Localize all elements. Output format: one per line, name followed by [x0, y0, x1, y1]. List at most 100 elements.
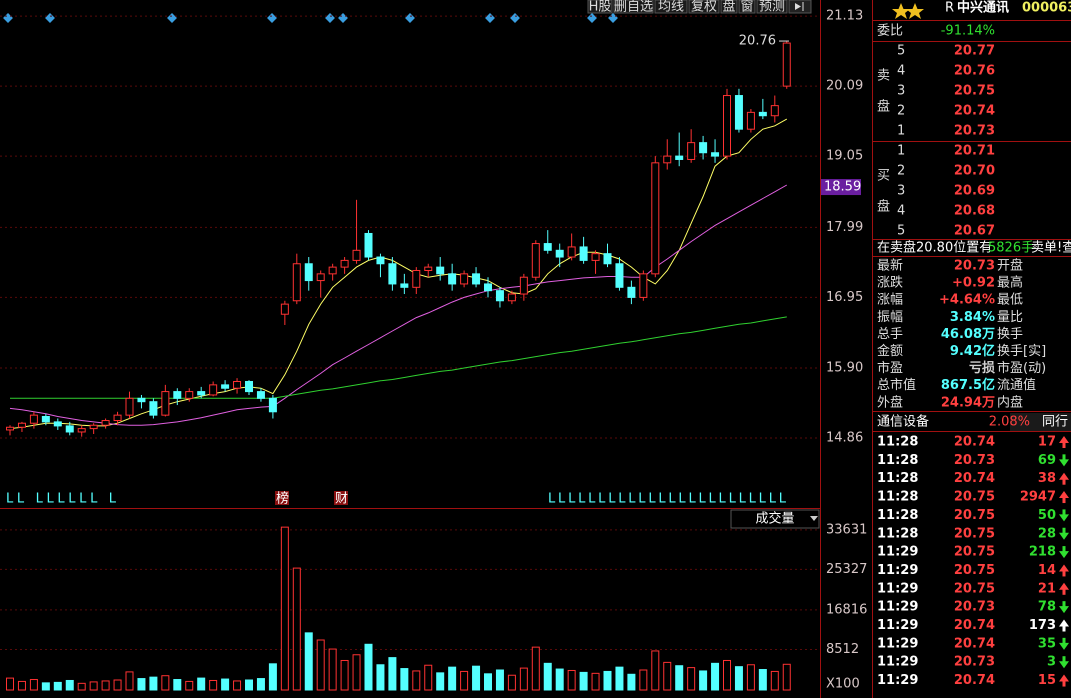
y-tick-label: 17.99: [826, 220, 863, 235]
tick-arrow-stem: [1062, 527, 1066, 534]
notice-tail: 卖单!查看: [1031, 240, 1071, 256]
peer-tab-label[interactable]: 同行: [1042, 415, 1068, 430]
stat-right-label: 量比: [997, 310, 1023, 325]
tick-time: 11:29: [877, 655, 918, 670]
tick-volume: 17: [1038, 435, 1056, 450]
volume-bar: [221, 678, 230, 691]
toolbar-label: 删自选: [614, 0, 653, 15]
volume-bar: [101, 680, 110, 691]
tick-time: 11:29: [877, 545, 918, 560]
volume-selector[interactable]: [730, 509, 820, 529]
toolbar-button[interactable]: [654, 0, 688, 14]
candle-body: [161, 391, 170, 416]
book-level: 5: [897, 44, 905, 59]
candle-body: [675, 155, 684, 160]
candle-body: [711, 152, 720, 157]
stat-label: 总手: [877, 327, 903, 342]
stat-label: 市盈: [877, 360, 903, 376]
event-diamond: [3, 13, 13, 23]
event-diamond: [167, 13, 177, 23]
candle-body: [615, 263, 624, 288]
toolbar-label: 复权: [691, 0, 717, 15]
volume-bar: [149, 676, 158, 691]
toolbar-icon[interactable]: [788, 0, 812, 14]
book-price: 20.68: [954, 204, 995, 219]
stat-value: 亏损: [969, 360, 995, 376]
notice-qty: 5826手: [988, 241, 1034, 256]
candle-body: [507, 293, 516, 302]
volume-bar: [615, 666, 624, 691]
volume-bar: [472, 665, 481, 691]
candle-body: [472, 273, 481, 285]
tick-arrow-stem: [1062, 656, 1066, 663]
tick-volume: 21: [1038, 581, 1056, 596]
volume-bar: [603, 670, 612, 691]
side-label: 盘: [877, 199, 890, 215]
tick-volume: 2947: [1020, 490, 1056, 505]
icon-arrow: [795, 3, 801, 10]
volume-bar: [340, 659, 349, 691]
volume-bar: [185, 680, 194, 691]
tick-arrow: [1059, 436, 1069, 443]
tick-arrow: [1059, 472, 1069, 480]
toolbar-button[interactable]: [688, 0, 720, 14]
candle-body: [209, 384, 218, 396]
candle-body: [17, 422, 26, 428]
signal-label: LL LLLLLL L: [6, 492, 117, 507]
tick-volume: 218: [1029, 545, 1056, 560]
tick-arrow-stem: [1062, 454, 1066, 461]
candle-body: [364, 232, 373, 258]
y-tick-label: 8512: [826, 642, 859, 657]
peer-tab[interactable]: [1010, 413, 1071, 431]
stat-label: 涨幅: [877, 293, 903, 308]
cursor-label: 18.59: [824, 180, 861, 195]
tick-arrow: [1059, 551, 1069, 559]
stat-label: 振幅: [877, 310, 903, 325]
candle-body: [245, 381, 253, 393]
tick-volume: 15: [1038, 673, 1056, 688]
tick-volume: 78: [1038, 600, 1056, 615]
stat-label: 涨跌: [877, 275, 903, 291]
volume-bar: [125, 671, 134, 691]
toolbar-button[interactable]: [738, 0, 756, 14]
candle-body: [304, 263, 313, 282]
candle-body: [6, 426, 14, 431]
tick-volume: 28: [1038, 526, 1056, 541]
candle-body: [555, 249, 564, 258]
candle-body: [579, 246, 588, 261]
volume-bar: [245, 679, 253, 691]
volume-bar: [388, 657, 397, 691]
volume-bar: [53, 681, 62, 691]
tick-arrow: [1059, 514, 1069, 522]
stat-label: 总市值: [877, 377, 916, 393]
tick-price: 20.75: [954, 526, 995, 541]
volume-bar: [424, 664, 433, 691]
toolbar-button[interactable]: [756, 0, 788, 14]
tick-arrow: [1059, 606, 1069, 614]
side-label: 盘: [877, 99, 890, 115]
candle-body: [280, 303, 289, 315]
volume-bar: [531, 646, 540, 691]
tick-time: 11:28: [877, 435, 918, 450]
stock-code: 000063: [1022, 1, 1071, 16]
star: [906, 3, 924, 19]
volume-bar: [770, 670, 779, 691]
side-label: 买: [877, 169, 890, 184]
volume-bar: [304, 632, 313, 691]
tick-time: 11:29: [877, 618, 918, 633]
toolbar-button[interactable]: [587, 0, 613, 14]
tick-time: 11:29: [877, 600, 918, 615]
candle-body: [29, 414, 38, 424]
volume-bar: [89, 681, 98, 691]
candle-body: [758, 111, 767, 117]
stat-value: 20.73: [954, 259, 995, 274]
volume-bar: [400, 668, 409, 691]
toolbar-button[interactable]: [720, 0, 738, 14]
candle-body: [567, 246, 576, 258]
toolbar-label: 盘: [722, 0, 735, 15]
market-prefix: R: [945, 1, 954, 16]
y-tick-label: 20.09: [826, 79, 863, 94]
candle-body: [89, 424, 98, 430]
volume-bar: [209, 679, 218, 691]
toolbar-button[interactable]: [613, 0, 654, 14]
